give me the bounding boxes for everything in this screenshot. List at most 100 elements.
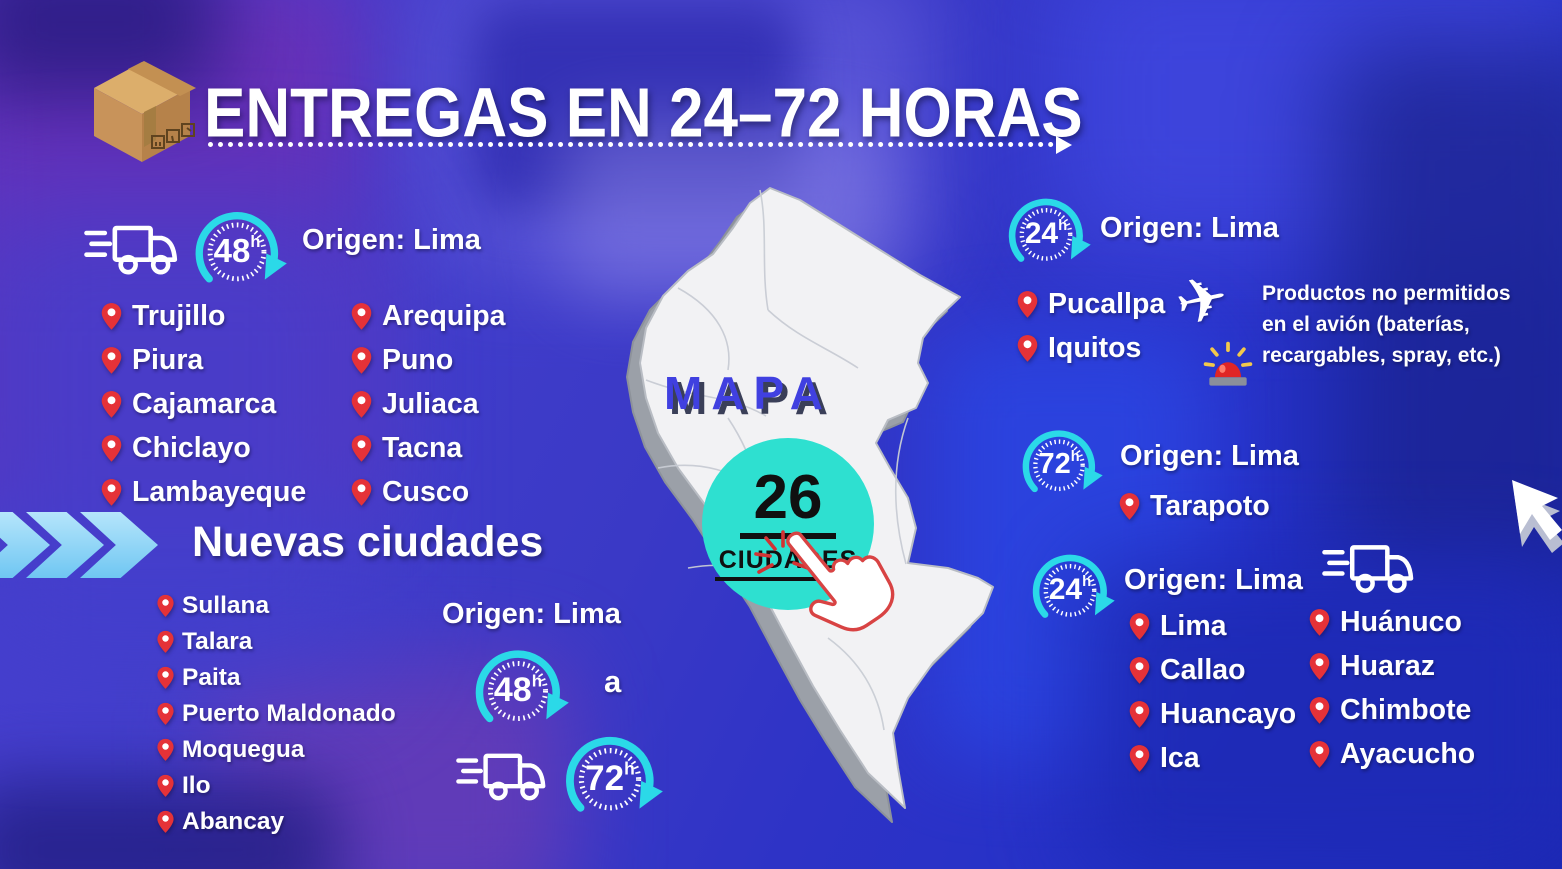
city-label: Cusco [382, 476, 470, 508]
origin-label-new-cities: Origen: Lima [442, 598, 621, 630]
delivery-truck-icon [1322, 545, 1414, 593]
timer-value: 24 [1024, 216, 1059, 250]
city-label: Arequipa [382, 300, 506, 332]
timer-24h-southeast: 24 h [1026, 542, 1115, 630]
city-item: Tacna [350, 432, 506, 465]
city-label: Huancayo [1160, 698, 1297, 730]
warning-siren-icon [1203, 341, 1253, 386]
city-item: Ica [1128, 742, 1296, 775]
map-pin-icon [101, 303, 122, 330]
map-pin-icon [101, 347, 122, 374]
range-connector: a [604, 664, 622, 699]
city-label: Tarapoto [1150, 490, 1270, 522]
map-pin-icon [1129, 745, 1150, 772]
map-pin-icon [351, 303, 372, 330]
timer-72h-new-cities: 72 h [558, 722, 663, 826]
city-item: Huancayo [1128, 698, 1296, 731]
page-title: ENTREGAS EN 24–72 HORAS [204, 75, 1083, 153]
map-pin-icon [157, 594, 174, 617]
origin-label-northeast: Origen: Lima [1100, 212, 1279, 244]
timer-unit: h [1070, 448, 1080, 465]
timer-24h-northeast: 24 h [1002, 186, 1091, 274]
city-label: Chiclayo [132, 432, 251, 464]
city-item: Huánuco [1308, 606, 1475, 639]
timer-unit: h [531, 671, 543, 691]
map-pin-icon [157, 666, 174, 689]
city-item: Tarapoto [1118, 490, 1270, 523]
city-item: Arequipa [350, 300, 506, 333]
city-label: Callao [1160, 654, 1246, 686]
timer-value: 48 [493, 671, 532, 709]
map-pin-icon [101, 391, 122, 418]
city-item: Ayacucho [1308, 738, 1475, 771]
city-item: Sullana [156, 592, 396, 620]
city-item: Cusco [350, 476, 506, 509]
city-item: Callao [1128, 654, 1296, 687]
origin-label-west: Origen: Lima [302, 224, 481, 256]
city-label: Huánuco [1340, 606, 1462, 638]
origin-label-southeast: Origen: Lima [1124, 564, 1303, 596]
timer-value: 48 [213, 232, 251, 270]
city-label: Cajamarca [132, 388, 277, 420]
map-pin-icon [1129, 657, 1150, 684]
timer-72h-east: 72 h [1016, 418, 1103, 504]
city-item: Iquitos [1016, 332, 1165, 365]
map-pin-icon [157, 738, 174, 761]
delivery-truck-icon [84, 225, 178, 275]
city-label: Lambayeque [132, 476, 307, 508]
timer-48h-new-cities: 48 h [468, 636, 569, 736]
city-item: Pucallpa [1016, 288, 1165, 321]
timer-value: 72 [1038, 448, 1071, 481]
map-pin-icon [157, 702, 174, 725]
city-label: Iquitos [1048, 332, 1142, 364]
map-pin-icon [1309, 609, 1330, 636]
map-pin-icon [101, 435, 122, 462]
city-label: Puno [382, 344, 454, 376]
city-label: Piura [132, 344, 204, 376]
new-cities-heading: Nuevas ciudades [192, 518, 544, 566]
timer-value: 72 [585, 758, 625, 798]
city-label: Paita [182, 664, 241, 691]
map-title: MAPA [664, 367, 833, 419]
map-pin-icon [157, 774, 174, 797]
city-item: Lima [1128, 610, 1296, 643]
map-pin-icon [1309, 653, 1330, 680]
city-label: Puerto Maldonado [182, 700, 396, 727]
map-pin-icon [1119, 493, 1140, 520]
city-label: Trujillo [132, 300, 226, 332]
city-label: Ica [1160, 742, 1200, 774]
map-pin-icon [351, 435, 372, 462]
map-pin-icon [101, 479, 122, 506]
timer-unit: h [624, 758, 635, 779]
city-item: Ilo [156, 772, 396, 800]
origin-label-east: Origen: Lima [1120, 440, 1299, 472]
timer-48h-west: 48 h [188, 198, 287, 296]
city-item: Trujillo [100, 300, 306, 333]
map-pin-icon [157, 810, 174, 833]
city-item: Talara [156, 628, 396, 656]
city-item: Juliaca [350, 388, 506, 421]
package-box-icon [94, 61, 196, 162]
city-item: Puno [350, 344, 506, 377]
map-pin-icon [351, 479, 372, 506]
city-item: Puerto Maldonado [156, 700, 396, 728]
airplane-icon: ✈ [1168, 259, 1235, 342]
timer-value: 24 [1048, 572, 1083, 606]
delivery-truck-icon [456, 753, 546, 801]
city-item: Paita [156, 664, 396, 692]
city-label: Abancay [182, 808, 285, 835]
title-underline [208, 142, 1054, 147]
city-item: Huaraz [1308, 650, 1475, 683]
city-list-new: Sullana Talara Paita Puerto Maldonado Mo… [156, 592, 396, 844]
city-list-west-2: Arequipa Puno Juliaca Tacna Cusco [350, 300, 506, 520]
title-arrow-icon [1056, 136, 1072, 154]
timer-unit: h [1058, 217, 1068, 235]
timer-unit: h [250, 232, 261, 251]
map-pin-icon [1129, 613, 1150, 640]
city-label: Pucallpa [1048, 288, 1166, 320]
city-label: Tacna [382, 432, 463, 464]
city-label: Ayacucho [1340, 738, 1476, 770]
city-list-southeast-1: Lima Callao Huancayo Ica [1128, 610, 1296, 786]
city-label: Juliaca [382, 388, 479, 420]
